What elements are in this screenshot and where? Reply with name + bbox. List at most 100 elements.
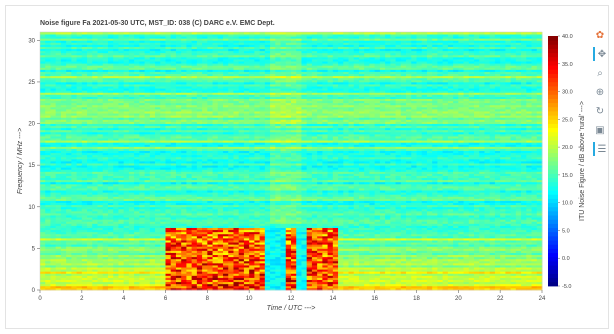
heatmap-cell bbox=[81, 171, 88, 174]
heatmap-cell bbox=[186, 179, 193, 183]
heatmap-cell bbox=[155, 271, 161, 274]
heatmap-cell bbox=[181, 136, 187, 139]
heatmap-cell bbox=[118, 154, 125, 158]
heatmap-cell bbox=[102, 161, 109, 164]
heatmap-cell bbox=[181, 77, 187, 81]
heatmap-cell bbox=[76, 54, 83, 58]
heatmap-cell bbox=[81, 260, 88, 264]
heatmap-cell bbox=[165, 279, 172, 283]
heatmap-cell bbox=[144, 260, 151, 264]
heatmap-cell bbox=[139, 140, 145, 143]
heatmap-cell bbox=[113, 102, 119, 106]
heatmap-cell bbox=[181, 146, 187, 149]
heatmap-cell bbox=[97, 69, 104, 72]
heatmap-cell bbox=[144, 61, 151, 64]
heatmap-cell bbox=[134, 142, 140, 145]
heatmap-cell bbox=[71, 227, 78, 231]
heatmap-cell bbox=[81, 36, 88, 39]
heatmap-cell bbox=[149, 65, 156, 68]
heatmap-cell bbox=[92, 225, 98, 228]
heatmap-cell bbox=[97, 275, 104, 278]
heatmap-cell bbox=[144, 181, 151, 185]
heatmap-cell bbox=[60, 61, 67, 64]
heatmap-cell bbox=[175, 67, 182, 70]
heatmap-cell bbox=[118, 225, 125, 228]
heatmap-cell bbox=[55, 150, 62, 154]
heatmap-cell bbox=[97, 202, 104, 206]
heatmap-cell bbox=[175, 63, 182, 66]
heatmap-cell bbox=[181, 123, 187, 127]
heatmap-cell bbox=[175, 223, 182, 226]
heatmap-cell bbox=[97, 217, 104, 220]
heatmap-cell bbox=[92, 179, 98, 183]
heatmap-cell bbox=[128, 111, 135, 114]
heatmap-cell bbox=[71, 275, 78, 278]
heatmap-cell bbox=[118, 75, 125, 79]
heatmap-cell bbox=[181, 88, 187, 91]
heatmap-cell bbox=[45, 94, 51, 97]
heatmap-cell bbox=[123, 50, 130, 54]
heatmap-cell bbox=[107, 84, 114, 87]
heatmap-cell bbox=[76, 63, 83, 66]
heatmap-cell bbox=[128, 279, 135, 283]
heatmap-cell bbox=[60, 63, 67, 66]
heatmap-cell bbox=[55, 287, 62, 291]
heatmap-cell bbox=[87, 163, 93, 166]
heatmap-cell bbox=[87, 237, 93, 241]
heatmap-cell bbox=[60, 244, 67, 247]
heatmap-cell bbox=[102, 44, 109, 47]
heatmap-cell bbox=[134, 77, 140, 81]
heatmap-cell bbox=[123, 269, 130, 272]
heatmap-cell bbox=[66, 100, 72, 104]
heatmap-cell bbox=[113, 75, 119, 79]
heatmap-cell bbox=[160, 254, 166, 258]
heatmap-cell bbox=[81, 69, 88, 72]
heatmap-cell bbox=[155, 84, 161, 87]
heatmap-cell bbox=[45, 142, 51, 145]
heatmap-cell bbox=[155, 188, 161, 191]
heatmap-cell bbox=[97, 161, 104, 164]
heatmap-cell bbox=[113, 194, 119, 197]
heatmap-cell bbox=[97, 200, 104, 204]
heatmap-cell bbox=[92, 250, 98, 253]
heatmap-cell bbox=[107, 281, 114, 285]
heatmap-cell bbox=[181, 269, 187, 272]
heatmap-cell bbox=[81, 163, 88, 166]
heatmap-cell bbox=[40, 77, 46, 81]
heatmap-cell bbox=[87, 235, 93, 239]
heatmap-cell bbox=[196, 32, 203, 35]
heatmap-cell bbox=[181, 67, 187, 70]
heatmap-cell bbox=[155, 227, 161, 231]
heatmap-cell bbox=[175, 131, 182, 135]
heatmap-cell bbox=[60, 252, 67, 256]
heatmap-cell bbox=[55, 36, 62, 39]
heatmap-cell bbox=[40, 225, 46, 228]
heatmap-cell bbox=[175, 258, 182, 262]
heatmap-cell bbox=[139, 210, 145, 214]
heatmap-cell bbox=[160, 181, 166, 185]
heatmap-cell bbox=[134, 254, 140, 258]
heatmap-cell bbox=[81, 104, 88, 108]
heatmap-cell bbox=[87, 273, 93, 276]
heatmap-cell bbox=[123, 117, 130, 120]
heatmap-cell bbox=[149, 154, 156, 158]
heatmap-cell bbox=[102, 100, 109, 104]
heatmap-cell bbox=[123, 92, 130, 95]
heatmap-cell bbox=[71, 115, 78, 118]
heatmap-cell bbox=[149, 150, 156, 154]
heatmap-cell bbox=[45, 108, 51, 112]
heatmap-cell bbox=[155, 235, 161, 239]
heatmap-cell bbox=[128, 250, 135, 253]
heatmap-cell bbox=[181, 90, 187, 93]
heatmap-cell bbox=[181, 71, 187, 75]
heatmap-cell bbox=[181, 242, 187, 245]
heatmap-cell bbox=[128, 229, 135, 233]
heatmap-cell bbox=[170, 154, 177, 158]
heatmap-cell bbox=[50, 52, 57, 56]
heatmap-cell bbox=[87, 225, 93, 228]
heatmap-cell bbox=[170, 56, 177, 60]
heatmap-cell bbox=[45, 192, 51, 195]
heatmap-cell bbox=[102, 119, 109, 122]
heatmap-cell bbox=[92, 204, 98, 208]
heatmap-cell bbox=[134, 163, 140, 166]
